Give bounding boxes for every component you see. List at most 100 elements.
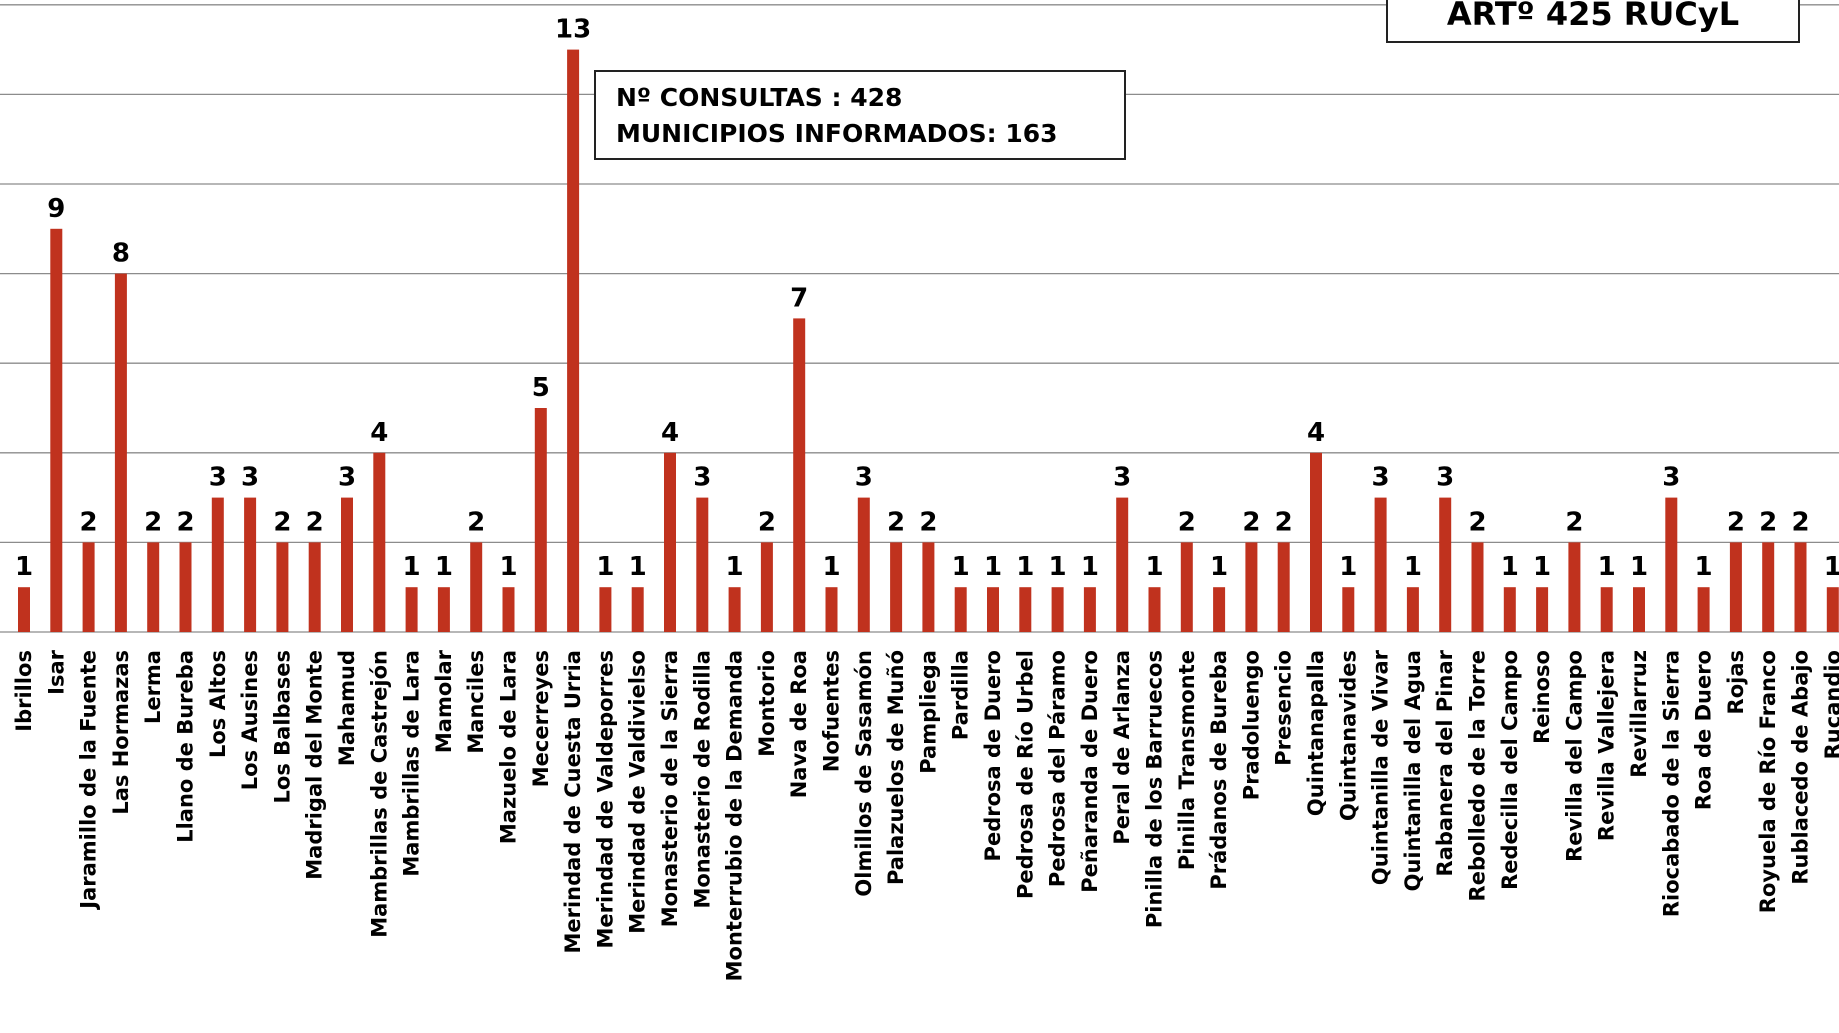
bar xyxy=(534,408,547,632)
category-label: Royuela de Río Franco xyxy=(1756,650,1780,913)
value-label: 7 xyxy=(790,283,808,313)
bar xyxy=(567,49,580,633)
bar xyxy=(437,587,450,632)
value-label: 13 xyxy=(555,15,591,45)
bar xyxy=(728,587,741,632)
title-box: ARTº 425 RUCyL xyxy=(1386,0,1800,43)
bar xyxy=(664,452,676,632)
category-label: Mambrillas de Castrejón xyxy=(367,650,391,938)
bar xyxy=(1406,587,1419,632)
category-label: Peral de Arlanza xyxy=(1110,650,1134,845)
value-label: 5 xyxy=(532,373,550,403)
category-label: Mambrillas de Lara xyxy=(400,650,424,877)
value-label: 1 xyxy=(1501,552,1519,582)
value-label: 3 xyxy=(338,463,356,493)
category-label: Los Altos xyxy=(206,650,230,758)
bar xyxy=(1471,542,1484,632)
category-label: Las Hormazas xyxy=(109,650,133,815)
bar xyxy=(244,497,257,632)
value-label: 1 xyxy=(596,552,614,582)
value-label: 2 xyxy=(758,507,776,537)
bar xyxy=(1633,587,1645,632)
bar xyxy=(1277,542,1290,632)
bar xyxy=(1503,587,1516,632)
bar xyxy=(1310,452,1322,632)
category-label: Revilla del Campo xyxy=(1562,650,1586,862)
value-label: 1 xyxy=(15,552,33,582)
category-label: Presencio xyxy=(1272,650,1296,766)
category-label: Quintanilla del Agua xyxy=(1401,650,1425,891)
bar xyxy=(1180,542,1193,632)
value-label: 8 xyxy=(112,239,130,269)
category-labels: Ibrillos Isar Jaramillo de la Fuente Las Ho… xyxy=(12,649,1839,981)
value-label: 1 xyxy=(499,552,517,582)
bar xyxy=(1148,587,1161,632)
bars xyxy=(18,49,1839,633)
value-label: 2 xyxy=(176,507,194,537)
category-label: Nofuentes xyxy=(820,650,844,772)
bar xyxy=(793,318,806,632)
value-label: 2 xyxy=(887,507,905,537)
consultas-count: Nº CONSULTAS : 428 xyxy=(616,83,903,112)
category-label: Pinilla de los Barruecos xyxy=(1143,650,1167,928)
municipios-count: MUNICIPIOS INFORMADOS: 163 xyxy=(616,119,1058,148)
value-label: 2 xyxy=(919,507,937,537)
bar xyxy=(211,497,224,632)
value-label: 2 xyxy=(1565,507,1583,537)
value-label: 3 xyxy=(1662,463,1680,493)
bar xyxy=(373,452,386,632)
category-label: Palazuelos de Muñó xyxy=(884,650,908,885)
bar xyxy=(760,542,773,632)
category-label: Rojas xyxy=(1724,650,1748,714)
value-label: 4 xyxy=(370,418,388,448)
bar xyxy=(147,542,160,632)
bar xyxy=(1083,587,1096,632)
category-label: Reinoso xyxy=(1530,650,1554,744)
value-label: 1 xyxy=(822,552,840,582)
value-label: 1 xyxy=(1533,552,1551,582)
value-label: 2 xyxy=(144,507,162,537)
bar xyxy=(1697,587,1710,632)
bar xyxy=(1342,587,1355,632)
summary-box: Nº CONSULTAS : 428 MUNICIPIOS INFORMADOS… xyxy=(594,70,1126,160)
bar xyxy=(502,587,515,632)
category-label: Riocabado de la Sierra xyxy=(1659,650,1683,917)
value-label: 2 xyxy=(1275,507,1293,537)
bar xyxy=(1116,497,1129,632)
category-label: Montorio xyxy=(755,650,779,757)
bar xyxy=(1665,497,1678,632)
category-label: Redecilla del Campo xyxy=(1498,650,1522,890)
category-label: Roa de Duero xyxy=(1692,650,1716,810)
bar xyxy=(1826,587,1839,632)
value-label: 3 xyxy=(693,463,711,493)
value-label: 4 xyxy=(661,418,679,448)
category-label: Quintanavides xyxy=(1336,650,1360,821)
bar xyxy=(1439,497,1452,632)
value-label: 1 xyxy=(1695,552,1713,582)
value-label: 1 xyxy=(1630,552,1648,582)
value-label: 1 xyxy=(1824,552,1839,582)
value-label: 3 xyxy=(241,463,259,493)
value-label: 2 xyxy=(1468,507,1486,537)
category-label: Nava de Roa xyxy=(787,650,811,798)
value-label: 2 xyxy=(1242,507,1260,537)
bar xyxy=(1374,497,1387,632)
category-label: Quintanapalla xyxy=(1304,650,1328,816)
value-label: 3 xyxy=(1113,463,1131,493)
bar xyxy=(1568,542,1581,632)
category-label: Rebolledo de la Torre xyxy=(1466,650,1490,901)
category-label: Merindad de Valdivielso xyxy=(626,650,650,934)
category-label: Pedrosa de Duero xyxy=(981,650,1005,861)
category-label: Pinilla Transmonte xyxy=(1175,650,1199,870)
value-label: 3 xyxy=(1372,463,1390,493)
value-label: 1 xyxy=(1210,552,1228,582)
value-label: 3 xyxy=(1436,463,1454,493)
bar xyxy=(82,542,95,632)
category-label: Rabanera del Pinar xyxy=(1433,649,1457,876)
value-label: 1 xyxy=(952,552,970,582)
category-label: Quintanilla de Vivar xyxy=(1369,649,1393,885)
value-label: 1 xyxy=(1016,552,1034,582)
value-label: 3 xyxy=(855,463,873,493)
category-label: Olmillos de Sasamón xyxy=(852,650,876,897)
